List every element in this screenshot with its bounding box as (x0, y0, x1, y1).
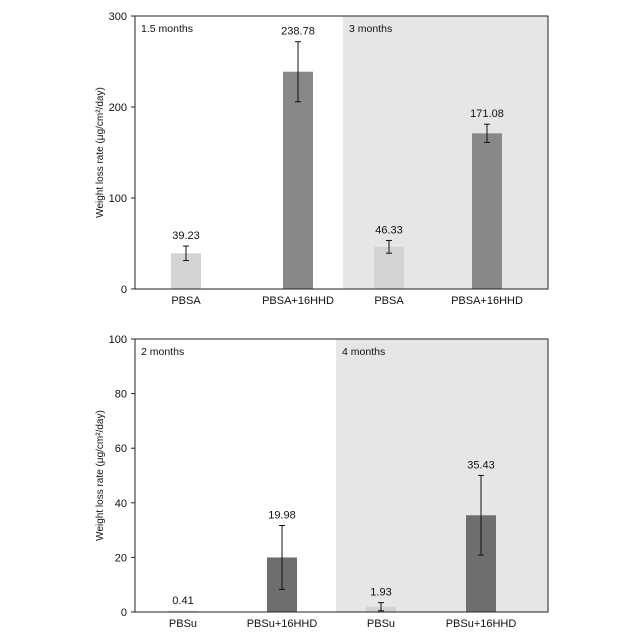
y-tick-label: 100 (109, 193, 127, 205)
bar (283, 72, 313, 289)
y-tick-label: 100 (109, 334, 127, 346)
data-label: 238.78 (281, 26, 315, 38)
y-tick-label: 60 (115, 443, 127, 455)
period-label: 1.5 months (141, 23, 193, 35)
x-tick-label: PBSA+16HHD (451, 295, 523, 307)
period-label: 3 months (349, 23, 392, 35)
x-tick-label: PBSA (374, 295, 404, 307)
y-tick-label: 300 (109, 11, 127, 23)
period-shade (343, 16, 548, 289)
period-shade (336, 339, 548, 612)
chart-panel-2: 0.41 19.98 1.93 35.43 0 20 40 60 80 100 PBSu PBSu+1… (95, 334, 548, 630)
x-tick-label: PBSA+16HHD (262, 295, 334, 307)
x-tick-label: PBSu (169, 618, 197, 630)
y-tick-label: 80 (115, 389, 127, 401)
data-label: 171.08 (470, 108, 504, 120)
data-label: 0.41 (172, 595, 193, 607)
x-tick-label: PBSu+16HHD (446, 618, 517, 630)
data-label: 1.93 (370, 587, 391, 599)
x-tick-label: PBSu+16HHD (247, 618, 318, 630)
y-tick-label: 0 (121, 284, 127, 296)
data-label: 35.43 (467, 459, 495, 471)
data-label: 46.33 (375, 224, 403, 236)
chart-panel-1: 39.23 238.78 46.33 171.08 0 100 200 300 PBSA PBSA… (95, 11, 548, 307)
period-label: 2 months (141, 346, 184, 358)
y-tick-label: 20 (115, 552, 127, 564)
y-tick-label: 200 (109, 102, 127, 114)
x-tick-label: PBSA (171, 295, 201, 307)
data-label: 39.23 (172, 230, 200, 242)
y-tick-label: 0 (121, 607, 127, 619)
y-axis-label: Weight loss rate (μg/cm²/day) (95, 410, 106, 541)
bar (472, 133, 502, 289)
data-label: 19.98 (268, 510, 296, 522)
period-label: 4 months (342, 346, 385, 358)
x-tick-label: PBSu (367, 618, 395, 630)
y-axis-label: Weight loss rate (μg/cm²/day) (95, 87, 106, 218)
y-tick-label: 40 (115, 498, 127, 510)
